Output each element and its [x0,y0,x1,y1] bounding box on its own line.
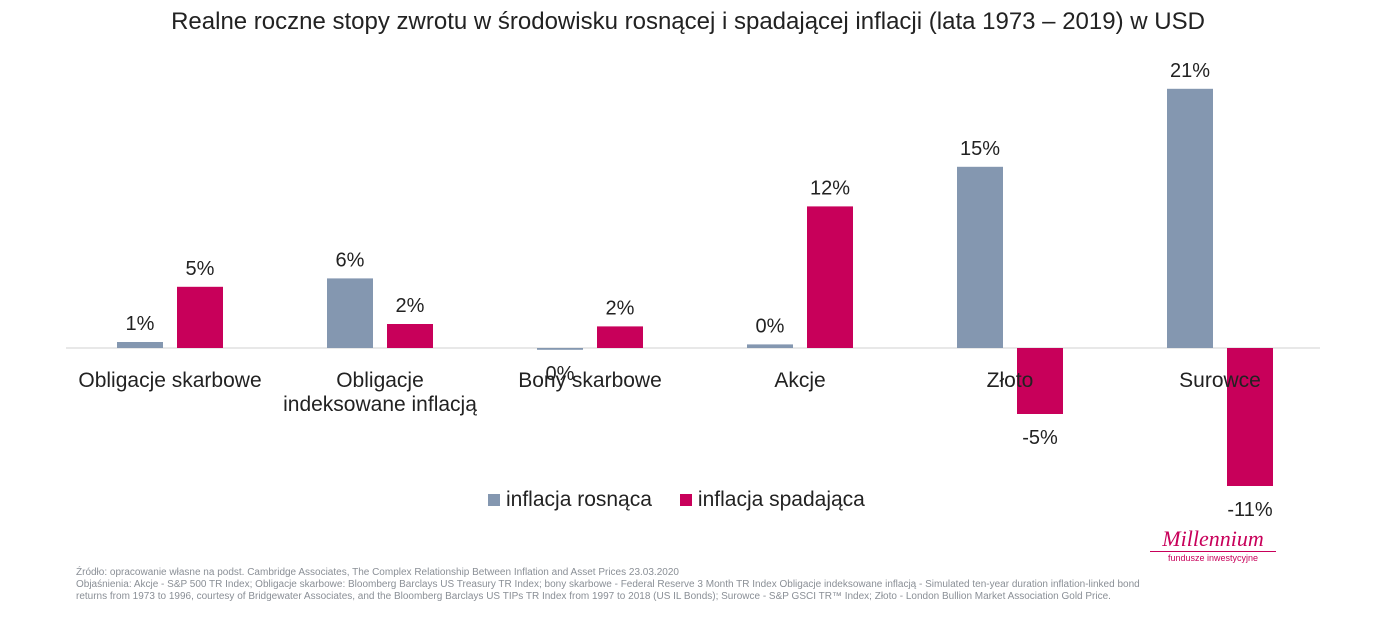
category-label: Złoto [987,369,1034,392]
bar [597,326,643,348]
chart-title: Realne roczne stopy zwrotu w środowisku … [171,8,1205,35]
legend: inflacja rosnąca inflacja spadająca [488,488,865,512]
data-label: 6% [336,249,365,271]
data-label: -11% [1227,499,1272,521]
bar [177,286,223,348]
bar [1167,88,1213,349]
data-label: 0% [546,363,575,385]
legend-item-rising: inflacja rosnąca [488,488,652,512]
legend-label-rising: inflacja rosnąca [506,488,652,511]
legend-label-falling: inflacja spadająca [697,488,865,511]
legend-item-falling: inflacja spadająca [679,488,865,512]
category-label: Obligacje indeksowane inflacją [283,369,477,416]
data-label: 15% [960,138,1000,160]
category-label: Bony skarbowe [518,369,662,392]
bar [327,278,373,348]
bar [387,324,433,348]
logo-subtitle: fundusze inwestycyjne [1167,553,1259,563]
data-label: 2% [606,297,635,319]
bar [537,348,583,350]
footer-source: Źródło: opracowanie własne na podst. Cam… [76,567,679,578]
legend-swatch-falling [679,494,692,506]
data-label: 2% [396,295,425,317]
category-label: Obligacje skarbowe [78,369,261,392]
data-label: 21% [1170,60,1210,82]
data-label: 5% [186,258,215,280]
category-label: Surowce [1179,369,1261,392]
data-label: -5% [1022,427,1058,449]
logo-name: Millennium [1150,527,1276,552]
data-label: 12% [810,177,850,199]
legend-swatch-rising [488,494,500,506]
data-label: 1% [126,313,155,335]
bar [117,342,163,348]
millennium-logo: Millennium fundusze inwestycyjne [1150,527,1276,563]
bar [747,344,793,348]
bar [807,206,853,348]
category-label: Akcje [774,369,825,392]
data-label: 0% [756,315,785,337]
bar [957,166,1003,348]
footer-notes: Źródło: opracowanie własne na podst. Cam… [76,567,1316,603]
bar [1227,348,1273,486]
footer-notes-line-2: returns from 1973 to 1996, courtesy of B… [76,591,1111,602]
bar [1017,348,1063,414]
footer-notes-line-1: Objaśnienia: Akcje - S&P 500 TR Index; O… [76,579,1140,590]
